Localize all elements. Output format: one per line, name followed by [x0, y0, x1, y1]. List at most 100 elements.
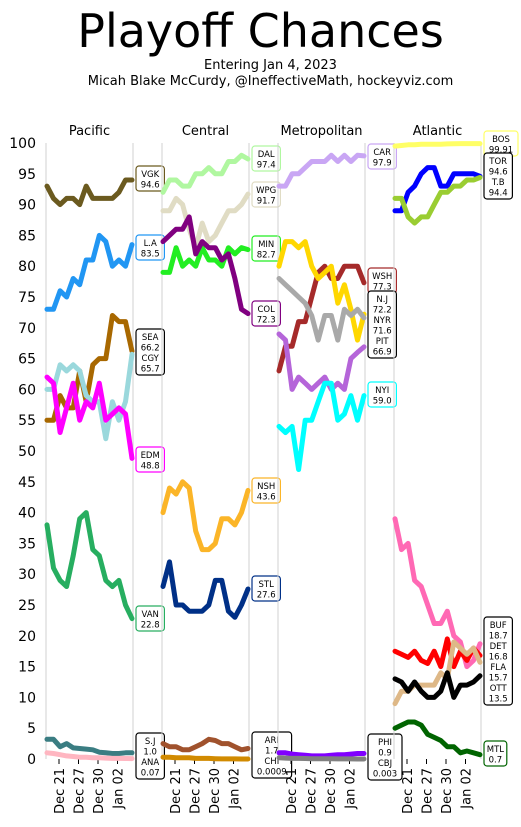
y-tick-label: 75	[18, 290, 36, 306]
series-line-ana	[44, 750, 135, 762]
y-tick-label: 40	[18, 506, 36, 522]
team-value-text: COL	[258, 305, 276, 315]
chart-subtitle: Entering Jan 4, 2023	[204, 58, 337, 73]
y-tick-label: 50	[18, 444, 36, 460]
team-value-text: TOR	[488, 157, 507, 167]
team-value-box	[135, 328, 165, 376]
series-line-ari	[160, 736, 251, 753]
x-tick-label: Dec 27	[421, 768, 436, 814]
team-value-box	[367, 381, 397, 408]
y-tick-label: 80	[18, 259, 36, 275]
team-value-text: SEA	[142, 333, 159, 343]
chart-title: Playoff Chances	[77, 4, 444, 58]
team-value-text: 82.7	[257, 251, 276, 261]
team-value-text: MTL	[487, 745, 505, 755]
team-value-box	[251, 145, 281, 172]
y-tick-label: 85	[18, 228, 36, 244]
y-tick-label: 70	[18, 321, 36, 337]
series-line-stl	[160, 559, 251, 620]
series-line-nyi	[276, 380, 367, 472]
series-line-van	[44, 510, 135, 622]
team-value-text: BUF	[490, 621, 507, 631]
team-value-text: STL	[259, 580, 275, 590]
team-value-text: PHI	[378, 738, 392, 748]
team-value-box	[367, 290, 397, 359]
team-value-text: 97.9	[373, 159, 392, 169]
team-value-text: EDM	[141, 451, 160, 461]
team-value-text: 0.003	[373, 770, 397, 780]
series-line-phi	[276, 750, 367, 759]
team-value-box	[135, 165, 165, 192]
team-value-text: BOS	[492, 135, 510, 145]
team-value-text: 0.0009	[257, 768, 287, 778]
y-tick-label: 90	[18, 198, 36, 214]
team-value-text: 94.6	[489, 168, 508, 178]
team-value-text: 65.7	[141, 365, 160, 375]
x-tick-label: Jan 02	[460, 768, 475, 810]
y-tick-label: 10	[18, 690, 36, 706]
x-tick-label: Dec 27	[305, 768, 320, 814]
y-tick-label: 20	[18, 629, 36, 645]
team-value-text: 43.6	[257, 493, 276, 503]
team-value-box	[367, 143, 397, 170]
team-value-text: 72.3	[257, 316, 276, 326]
team-value-text: FLA	[490, 663, 506, 673]
team-value-box	[251, 575, 281, 602]
team-value-box	[135, 605, 165, 632]
series-line-pit	[276, 331, 367, 392]
y-tick-label: 15	[18, 660, 36, 676]
team-value-text: DAL	[258, 150, 275, 160]
series-line-tor	[392, 165, 483, 214]
series-line-sea	[44, 313, 135, 423]
team-value-text: ANA	[141, 758, 159, 768]
x-tick-label: Dec 21	[285, 768, 300, 814]
team-value-text: 27.6	[257, 591, 276, 601]
team-value-box	[251, 300, 281, 327]
team-value-text: N.J	[376, 295, 388, 305]
series-line-col	[160, 214, 251, 317]
x-tick-label: Dec 30	[440, 768, 455, 814]
y-tick-label: 100	[9, 136, 36, 152]
team-value-text: DET	[490, 642, 508, 652]
x-tick-label: Dec 30	[92, 768, 107, 814]
x-tick-label: Dec 27	[189, 768, 204, 814]
team-value-text: CBJ	[378, 759, 392, 769]
series-line-dal	[160, 152, 251, 195]
team-value-text: 15.7	[489, 674, 508, 684]
series-line-nj	[276, 239, 367, 343]
team-value-text: S.J	[145, 737, 156, 747]
team-value-text: 48.8	[141, 462, 160, 472]
y-tick-label: 0	[27, 752, 36, 768]
y-tick-label: 5	[27, 721, 36, 737]
x-tick-label: Dec 21	[53, 768, 68, 814]
x-tick-label: Dec 27	[73, 768, 88, 814]
division-label: Metropolitan	[280, 124, 362, 139]
series-line-mtl	[392, 719, 483, 758]
team-value-box	[483, 616, 513, 706]
team-value-text: 18.7	[489, 632, 508, 642]
series-line-buf	[392, 516, 483, 670]
team-value-text: NYI	[375, 386, 389, 396]
series-line-edm	[44, 374, 135, 461]
x-tick-label: Dec 21	[169, 768, 184, 814]
y-tick-label: 65	[18, 352, 36, 368]
team-value-text: 83.5	[141, 250, 160, 260]
series-line-tb	[392, 175, 483, 226]
team-value-box	[483, 740, 508, 767]
y-tick-label: 30	[18, 567, 36, 583]
series-line-la	[44, 232, 135, 312]
team-value-text: VAN	[141, 610, 158, 620]
team-value-text: WPG	[256, 186, 276, 196]
team-value-text: 94.4	[489, 189, 508, 199]
series-line-nyr	[276, 276, 367, 343]
team-value-text: 97.4	[257, 161, 276, 171]
team-value-text: CAR	[373, 148, 391, 158]
series-line-wsh	[276, 263, 367, 374]
team-value-text: WSH	[372, 272, 392, 282]
team-value-text: 59.0	[373, 397, 392, 407]
team-value-text: ARI	[265, 736, 279, 746]
team-value-box	[251, 477, 281, 504]
team-value-text: 77.3	[373, 283, 392, 293]
team-value-text: 71.6	[373, 327, 392, 337]
